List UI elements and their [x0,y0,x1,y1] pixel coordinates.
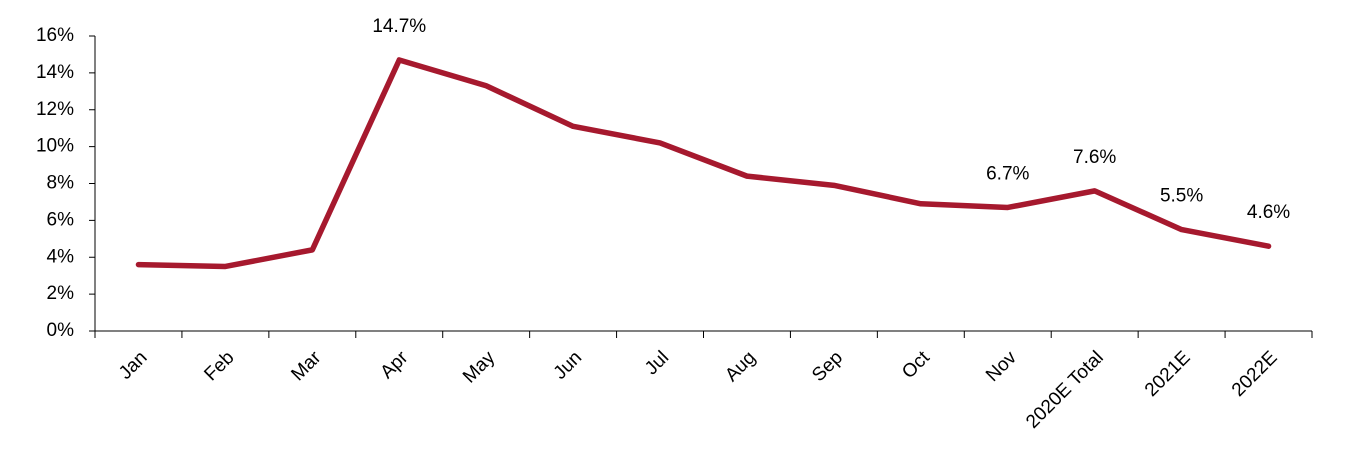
x-tick-label: Jul [641,347,673,379]
x-tick-label: 2022E [1228,347,1282,401]
y-tick-label: 0% [47,320,75,341]
x-tick-label: Aug [721,347,760,386]
x-tick-label: 2020E Total [1022,347,1108,433]
x-tick-label: Sep [808,347,847,386]
x-tick-label: Nov [982,347,1021,386]
data-label: 5.5% [1160,186,1203,207]
y-tick-label: 8% [47,173,75,194]
line-series [135,57,1272,270]
x-tick-label: Feb [200,347,238,385]
y-tick-label: 6% [47,209,75,230]
y-tick-label: 10% [36,136,74,157]
x-tick-label: May [459,347,500,388]
data-label: 7.6% [1073,147,1116,168]
data-label: 6.7% [986,163,1029,184]
y-tick-label: 4% [47,246,75,267]
x-tick-label: Oct [898,347,934,383]
y-tick-label: 12% [36,99,74,120]
x-tick-label: Jan [115,347,152,384]
y-tick-label: 16% [36,25,74,46]
x-tick-label: Mar [287,347,325,385]
y-tick-label: 2% [47,283,75,304]
data-label: 4.6% [1247,202,1290,223]
data-label: 14.7% [372,16,426,37]
x-tick-label: 2021E [1141,347,1195,401]
x-tick-label: Apr [377,347,413,383]
x-tick-label: Jun [550,347,587,384]
y-tick-label: 14% [36,62,74,83]
